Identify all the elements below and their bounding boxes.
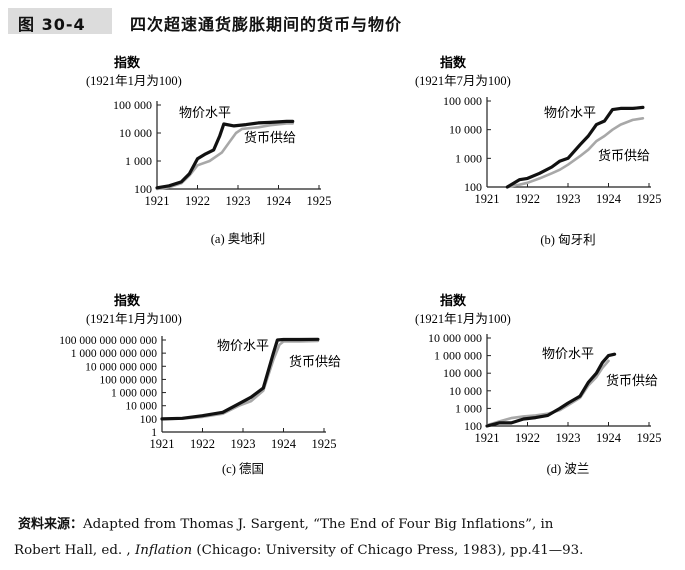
x-tick-label: 1922 (515, 192, 540, 206)
y-tick-label: 100 (464, 419, 482, 433)
price-level-label: 物价水平 (179, 105, 231, 120)
price-level-line (485, 352, 617, 428)
x-tick-label: 1921 (475, 192, 500, 206)
figure-number: 图 30-4 (18, 15, 86, 34)
y-tick-label: 1 000 000 (434, 349, 482, 363)
x-tick-label: 1922 (515, 431, 540, 445)
y-tick-label: 1 000 000 000 000 (71, 348, 158, 360)
money-supply-label: 货币供给 (598, 148, 650, 163)
panel-caption: (c) 德国 (222, 461, 264, 476)
figure-number-badge: 图 30-4 (8, 8, 112, 34)
money-supply-label: 货币供给 (244, 130, 296, 145)
y-tick-label: 1 000 (455, 401, 482, 415)
y-tick-label: 100 000 (113, 98, 152, 112)
y-tick-label: 1 (151, 427, 157, 439)
x-tick-label: 1925 (307, 194, 332, 208)
x-tick-label: 1924 (596, 431, 622, 445)
x-tick-label: 1924 (266, 194, 292, 208)
x-tick-label: 1923 (226, 194, 251, 208)
y-tick-label: 100 (134, 182, 152, 196)
panel-caption: (b) 匈牙利 (540, 233, 595, 247)
y-tick-label: 1 000 000 (111, 388, 157, 400)
y-tick-label: 10 000 000 000 (85, 361, 157, 373)
price-level-label: 物价水平 (544, 105, 596, 120)
y-tick-label: 10 000 (125, 401, 157, 413)
money-supply-label: 货币供给 (606, 373, 658, 388)
y-tick-label: 100 (464, 180, 482, 194)
y-tick-label: 1 000 (125, 154, 152, 168)
y-tick-label: 10 000 (119, 126, 152, 140)
x-tick-label: 1923 (556, 192, 581, 206)
source-text-1: Adapted from Thomas J. Sargent, “The End… (83, 517, 554, 532)
y-tick-label: 10 000 (449, 123, 482, 137)
source-line-1: 资料来源：Adapted from Thomas J. Sargent, “Th… (18, 516, 678, 533)
y-tick-label: 100 000 000 000 000 (59, 335, 157, 347)
y-tick-label: 100 000 (443, 94, 482, 108)
x-tick-label: 1923 (556, 431, 581, 445)
x-tick-label: 1921 (475, 431, 500, 445)
y-axis-base-note: (1921年1月为100) (86, 74, 182, 88)
panel-caption: (a) 奥地利 (211, 232, 266, 246)
source-label: 资料来源： (18, 517, 84, 532)
figure-header: 图 30-4 四次超速通货膨胀期间的货币与物价 (8, 8, 677, 34)
source-text-2b: (Chicago: University of Chicago Press, 1… (192, 543, 584, 558)
y-axis-title: 指数 (114, 293, 141, 308)
y-axis-base-note: (1921年7月为100) (415, 74, 511, 88)
y-tick-label: 100 (140, 414, 158, 426)
x-tick-label: 1924 (271, 437, 297, 451)
y-tick-label: 100 000 000 (100, 374, 158, 386)
x-tick-label: 1925 (637, 431, 662, 445)
money-supply-label: 货币供给 (289, 354, 341, 369)
price-level-line (505, 105, 645, 189)
chart-austria: 指数 (1921年1月为100) 100 1 000 10 000 100 000 1921… (86, 55, 332, 246)
x-tick-label: 1925 (637, 192, 662, 206)
price-level-label: 物价水平 (217, 338, 269, 353)
source-line-2: Robert Hall, ed. , Inflation (Chicago: U… (14, 542, 674, 559)
x-tick-label: 1922 (185, 194, 210, 208)
y-axis-base-note: (1921年1月为100) (86, 312, 182, 326)
figure-title: 四次超速通货膨胀期间的货币与物价 (130, 15, 403, 34)
source-book-title: Inflation (134, 543, 193, 558)
y-tick-label: 1 000 (455, 151, 482, 165)
y-axis-title: 指数 (114, 55, 141, 70)
chart-hungary: 指数 (1921年7月为100) 100 1 000 10 000 100 000 1921… (415, 55, 662, 247)
source-text-2a: Robert Hall, ed. , (14, 543, 135, 558)
chart-poland: 指数 (1921年1月为100) 100 1 000 10 000 100 000 1 00… (415, 293, 662, 476)
y-tick-label: 100 000 (443, 366, 482, 380)
money-supply-line (505, 117, 645, 189)
x-tick-label: 1921 (150, 437, 175, 451)
x-tick-label: 1922 (190, 437, 215, 451)
y-axis-title: 指数 (440, 55, 467, 70)
price-level-label: 物价水平 (542, 346, 594, 361)
y-axis-title: 指数 (440, 293, 467, 308)
x-tick-label: 1924 (596, 192, 622, 206)
x-tick-label: 1925 (312, 437, 337, 451)
price-level-line (160, 337, 320, 421)
y-tick-label: 10 000 000 (428, 331, 482, 345)
y-axis-base-note: (1921年1月为100) (415, 312, 511, 326)
price-level-line (155, 119, 295, 190)
y-tick-label: 10 000 (449, 384, 482, 398)
x-tick-label: 1923 (231, 437, 256, 451)
panel-caption: (d) 波兰 (547, 462, 590, 476)
x-tick-label: 1921 (145, 194, 170, 208)
